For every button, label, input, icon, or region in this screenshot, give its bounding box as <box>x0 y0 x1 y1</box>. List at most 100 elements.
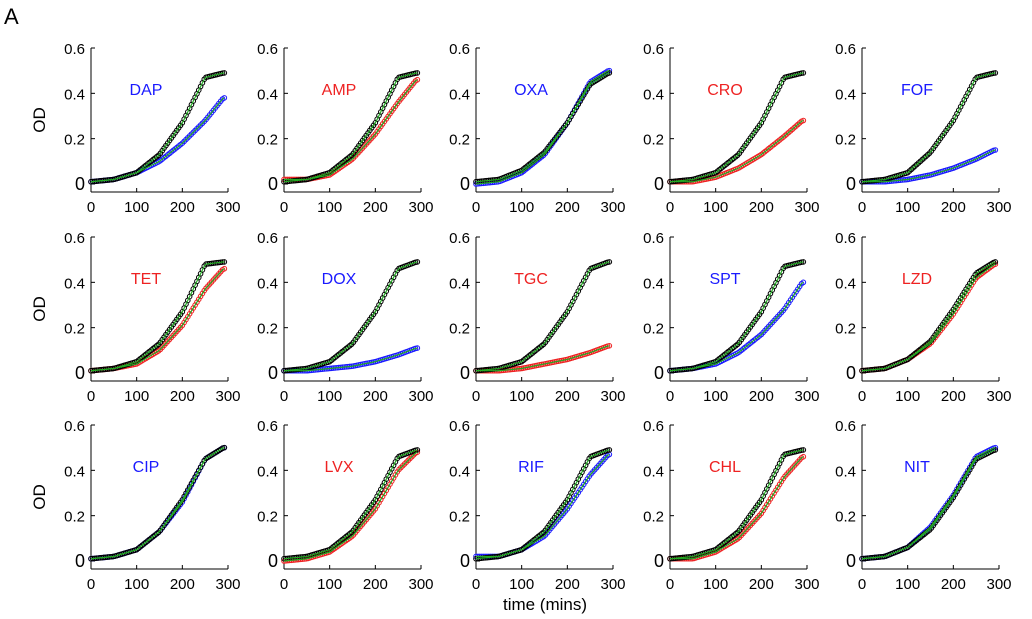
y-tick-label: 0.2 <box>257 132 278 149</box>
x-tick-label: 200 <box>555 576 580 593</box>
subplot-amp: 0 0.2 0.4 0.6 0 100 200 300 AMP <box>257 41 433 216</box>
y-tick-label: 0.4 <box>257 463 278 480</box>
drug-fit-line <box>476 345 610 372</box>
y-tick-label: 0.4 <box>835 463 856 480</box>
x-tick-label: 0 <box>472 388 480 405</box>
y-tick-label: 0.4 <box>257 86 278 103</box>
y-axis-label: OD <box>30 296 49 322</box>
x-tick-label: 100 <box>509 388 534 405</box>
x-tick-label: 300 <box>600 388 625 405</box>
subplot-tgc: 0 0.2 0.4 0.6 0 100 200 300 TGC <box>449 230 625 405</box>
y-tick-label: 0.4 <box>643 463 664 480</box>
subplot-nit: 0 0.2 0.4 0.6 0 100 200 300 NIT <box>835 418 1011 593</box>
subplot-dap: 0 0.2 0.4 0.6 0 100 200 300 OD DAP <box>30 41 241 216</box>
x-tick-label: 300 <box>215 199 240 216</box>
drug-point <box>800 117 807 124</box>
y-tick-label: 0.2 <box>643 321 664 338</box>
drug-label: SPT <box>709 271 740 288</box>
x-tick-label: 300 <box>215 388 240 405</box>
panel-letter: A <box>4 4 19 29</box>
x-tick-label: 0 <box>87 576 95 593</box>
x-axis-label: time (mins) <box>503 595 587 614</box>
y-tick-label: 0 <box>75 551 85 571</box>
y-tick-label: 0 <box>654 551 664 571</box>
x-tick-label: 0 <box>858 576 866 593</box>
x-tick-label: 200 <box>749 388 774 405</box>
x-tick-label: 300 <box>408 576 433 593</box>
x-tick-label: 0 <box>472 576 480 593</box>
x-tick-label: 300 <box>408 388 433 405</box>
drug-label: DAP <box>130 82 163 99</box>
y-tick-label: 0.6 <box>835 41 856 58</box>
subplot-tet: 0 0.2 0.4 0.6 0 100 200 300 OD TET <box>30 230 241 405</box>
y-tick-label: 0 <box>460 174 470 194</box>
x-tick-label: 200 <box>170 576 195 593</box>
x-tick-label: 200 <box>941 199 966 216</box>
y-tick-label: 0 <box>268 363 278 383</box>
drug-fit-line <box>861 263 996 372</box>
y-tick-label: 0.2 <box>449 321 470 338</box>
subplot-cip: 0 0.2 0.4 0.6 0 100 200 300 OD CIP <box>30 418 241 593</box>
drug-fit-line <box>284 347 418 372</box>
y-tick-label: 0.6 <box>257 418 278 435</box>
y-tick-label: 0.4 <box>449 463 470 480</box>
drug-fit-line <box>670 456 804 560</box>
y-tick-label: 0.4 <box>64 86 85 103</box>
drug-label: LZD <box>902 271 932 288</box>
y-tick-label: 0 <box>75 363 85 383</box>
y-tick-label: 0.6 <box>835 230 856 247</box>
x-tick-label: 0 <box>280 199 288 216</box>
control-fit-line <box>861 72 996 183</box>
y-tick-label: 0.4 <box>64 275 85 292</box>
y-tick-label: 0.2 <box>64 132 85 149</box>
drug-fit-line <box>90 447 225 560</box>
control-fit-line <box>475 72 610 183</box>
x-tick-label: 0 <box>666 388 674 405</box>
drug-fit-line <box>283 451 418 562</box>
drug-fit-line <box>90 97 225 183</box>
y-tick-label: 0.4 <box>643 275 664 292</box>
y-tick-label: 0.2 <box>64 509 85 526</box>
drug-label: TET <box>131 271 161 288</box>
x-tick-label: 200 <box>555 388 580 405</box>
x-tick-label: 100 <box>509 199 534 216</box>
x-tick-label: 300 <box>794 388 819 405</box>
x-tick-label: 100 <box>124 199 149 216</box>
control-point <box>992 447 999 453</box>
drug-label: TGC <box>514 271 548 288</box>
y-tick-label: 0 <box>654 174 664 194</box>
x-tick-label: 300 <box>408 199 433 216</box>
y-tick-label: 0.6 <box>257 230 278 247</box>
subplot-rif: 0 0.2 0.4 0.6 0 100 200 300 RIF <box>449 418 625 593</box>
x-tick-label: 100 <box>317 388 342 405</box>
y-tick-label: 0.6 <box>643 230 664 247</box>
x-tick-label: 200 <box>363 576 388 593</box>
y-tick-label: 0.2 <box>835 509 856 526</box>
drug-fit-line <box>862 149 996 183</box>
y-tick-label: 0.2 <box>835 321 856 338</box>
x-tick-label: 200 <box>749 576 774 593</box>
x-tick-label: 300 <box>794 576 819 593</box>
y-tick-label: 0 <box>846 551 856 571</box>
y-tick-label: 0.4 <box>257 275 278 292</box>
x-tick-label: 200 <box>170 388 195 405</box>
y-tick-label: 0 <box>268 551 278 571</box>
y-tick-label: 0.4 <box>643 86 664 103</box>
drug-point <box>221 265 228 272</box>
x-tick-label: 0 <box>280 576 288 593</box>
subplot-lzd: 0 0.2 0.4 0.6 0 100 200 300 LZD <box>835 230 1011 405</box>
y-tick-label: 0 <box>75 174 85 194</box>
y-tick-label: 0.4 <box>835 275 856 292</box>
control-fit-line <box>475 261 610 372</box>
drug-fit-line <box>669 281 804 372</box>
x-tick-label: 200 <box>363 199 388 216</box>
y-tick-label: 0.4 <box>449 275 470 292</box>
control-point <box>606 70 613 76</box>
x-tick-label: 0 <box>87 199 95 216</box>
x-tick-label: 100 <box>317 576 342 593</box>
drug-label: CRO <box>707 82 743 99</box>
y-tick-label: 0.6 <box>643 41 664 58</box>
y-tick-label: 0.6 <box>64 230 85 247</box>
y-tick-label: 0.2 <box>835 132 856 149</box>
x-tick-label: 0 <box>87 388 95 405</box>
